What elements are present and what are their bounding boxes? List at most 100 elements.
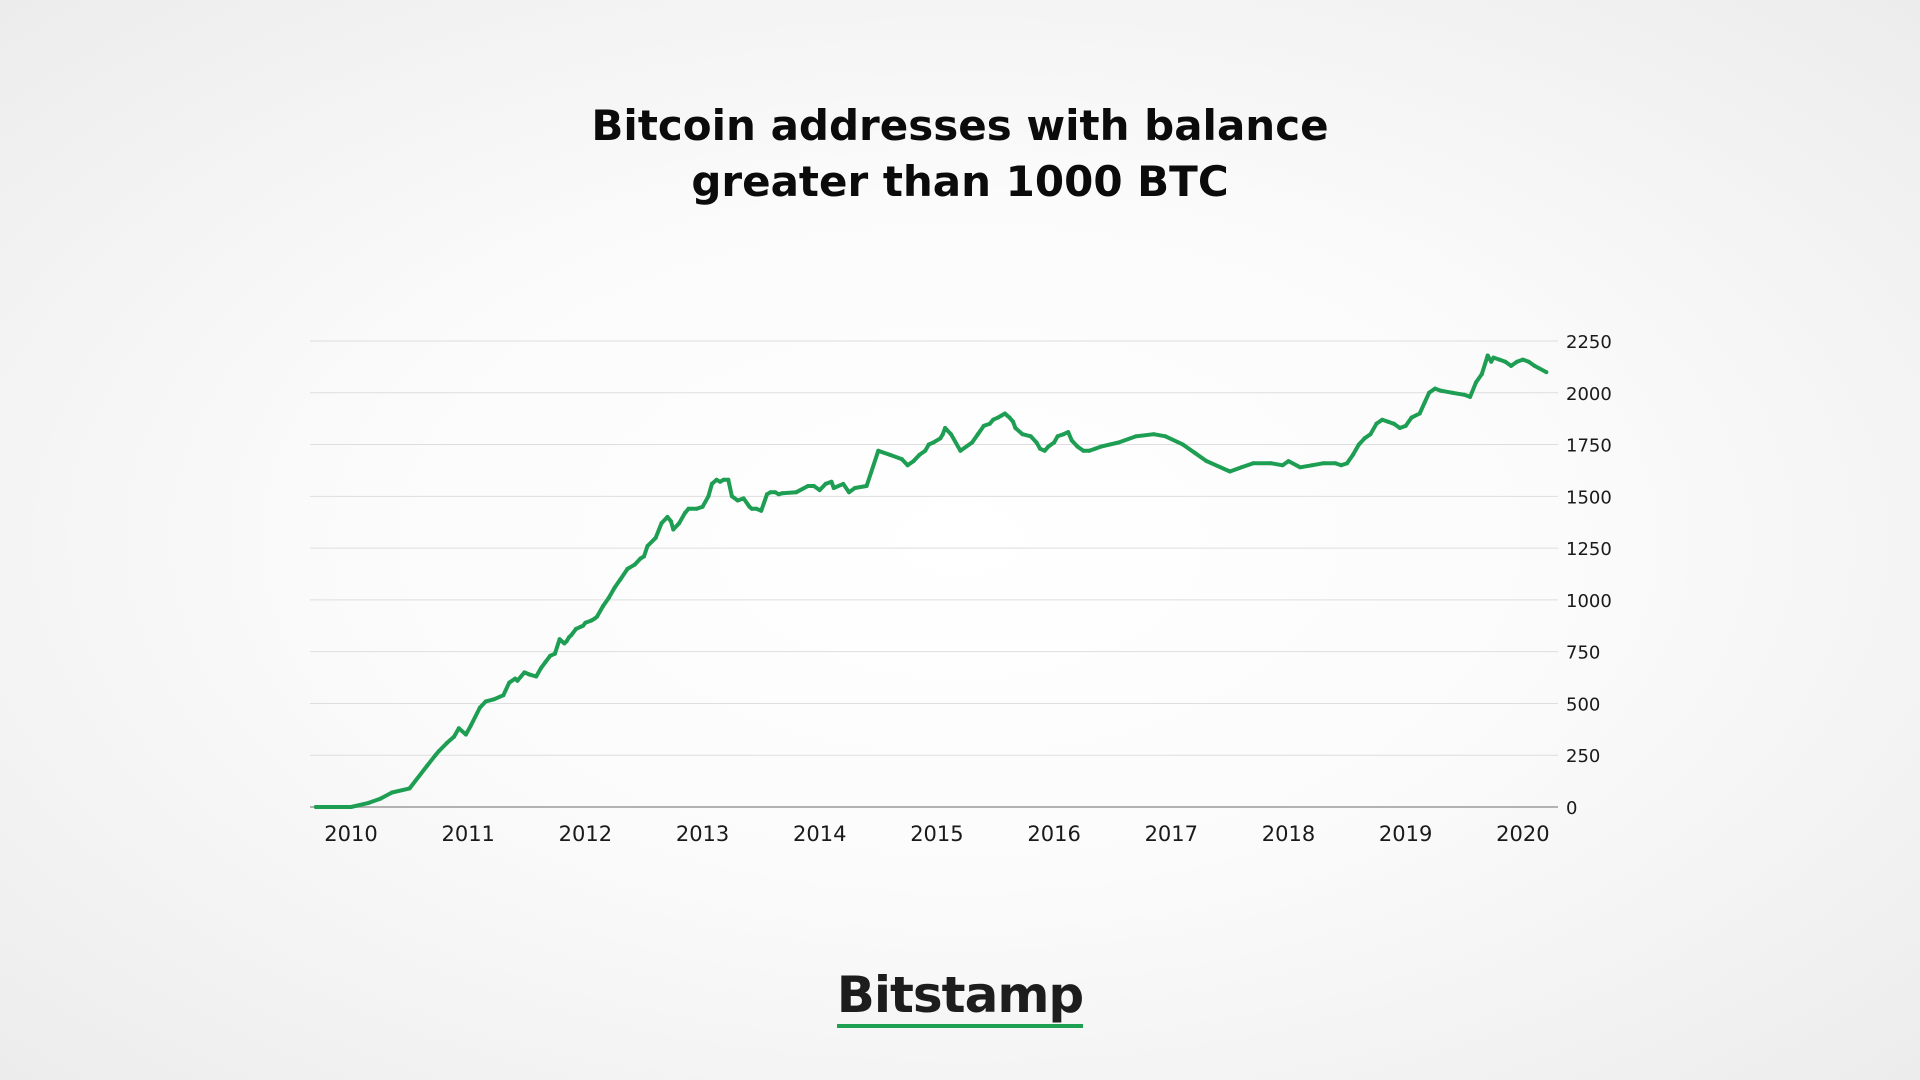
- data-point: [1532, 363, 1537, 368]
- data-point: [709, 481, 714, 486]
- logo-wordmark: Bitstamp: [836, 968, 1084, 1028]
- data-point: [999, 413, 1004, 418]
- bitstamp-logo: Bitstamp: [0, 968, 1920, 1028]
- data-point: [378, 796, 383, 801]
- data-points: [313, 353, 1549, 809]
- data-point: [477, 705, 482, 710]
- y-tick-label: 2000: [1566, 384, 1612, 405]
- data-point: [1116, 440, 1121, 445]
- data-point: [754, 506, 759, 511]
- data-point: [1462, 392, 1467, 397]
- data-point: [645, 544, 650, 548]
- data-point: [1286, 459, 1291, 464]
- data-point: [1433, 386, 1437, 391]
- data-point: [1362, 436, 1367, 441]
- data-point: [773, 490, 778, 495]
- data-point: [949, 432, 953, 437]
- data-point: [668, 519, 673, 524]
- data-point: [1069, 438, 1074, 443]
- data-point: [1397, 426, 1402, 430]
- data-point: [1309, 463, 1314, 468]
- data-point: [1181, 442, 1185, 447]
- data-point: [659, 521, 664, 526]
- data-point: [366, 800, 371, 805]
- data-point: [981, 423, 986, 428]
- data-point: [938, 436, 943, 441]
- y-tick-label: 1000: [1566, 591, 1612, 612]
- data-point: [1192, 450, 1197, 455]
- data-point: [1509, 363, 1514, 368]
- data-point: [1503, 359, 1508, 364]
- data-point: [729, 494, 734, 499]
- data-point: [831, 486, 836, 490]
- data-point: [911, 459, 916, 464]
- data-point: [899, 457, 904, 462]
- data-point: [463, 732, 468, 737]
- x-axis-tick-labels: 2010 2011 2012 2013 2014 2015 2016 2017 2018 2019…: [324, 822, 1549, 846]
- data-point: [1028, 434, 1033, 439]
- data-point: [433, 753, 438, 758]
- data-point: [905, 463, 910, 468]
- data-point: [1099, 444, 1103, 449]
- data-point: [522, 670, 527, 675]
- data-point: [1474, 380, 1478, 385]
- data-point: [1544, 370, 1549, 375]
- data-point: [1239, 465, 1244, 470]
- data-point: [718, 479, 723, 484]
- data-point: [407, 786, 412, 791]
- x-tick-label: 2015: [910, 822, 963, 846]
- data-point: [642, 554, 646, 559]
- data-point: [768, 490, 773, 495]
- data-point: [543, 660, 548, 664]
- data-point: [794, 490, 799, 495]
- x-tick-label: 2014: [793, 822, 846, 846]
- x-tick-label: 2010: [324, 822, 377, 846]
- grid-lines: [310, 340, 1558, 756]
- data-point: [1061, 432, 1066, 437]
- data-point: [759, 508, 764, 513]
- data-point: [1438, 388, 1443, 393]
- data-point: [940, 432, 945, 437]
- data-point: [527, 672, 532, 677]
- data-point: [515, 678, 520, 683]
- data-point: [975, 432, 980, 437]
- data-point: [589, 618, 594, 623]
- data-point: [1374, 421, 1379, 426]
- data-point: [1368, 432, 1373, 437]
- data-point: [1450, 390, 1455, 395]
- chart-title-line-1: Bitcoin addresses with balance: [591, 101, 1329, 150]
- data-point: [1227, 469, 1232, 474]
- data-point: [1409, 415, 1414, 420]
- data-point: [700, 504, 705, 509]
- data-point: [841, 481, 846, 486]
- data-point: [931, 440, 936, 445]
- data-point: [1042, 448, 1047, 453]
- data-point: [943, 426, 948, 430]
- y-tick-label: 1250: [1566, 539, 1612, 560]
- data-point: [1417, 411, 1422, 416]
- data-point: [1380, 417, 1385, 422]
- data-point: [995, 415, 1000, 420]
- data-point: [987, 421, 992, 426]
- data-point: [694, 506, 699, 511]
- data-point: [1038, 446, 1043, 451]
- x-tick-label: 2013: [676, 822, 729, 846]
- data-point: [864, 484, 869, 488]
- data-point: [665, 515, 670, 519]
- data-point: [456, 726, 461, 731]
- logo-underline: [836, 1024, 1084, 1028]
- data-point: [653, 535, 658, 540]
- y-tick-label: 2250: [1566, 332, 1612, 353]
- data-point: [390, 790, 394, 795]
- data-point: [548, 653, 553, 658]
- data-point: [534, 674, 539, 679]
- y-tick-label: 1500: [1566, 487, 1612, 508]
- data-point: [1007, 415, 1012, 420]
- data-point: [1350, 452, 1355, 457]
- data-point: [1268, 461, 1273, 466]
- y-tick-label: 0: [1566, 798, 1577, 819]
- data-point: [564, 639, 569, 644]
- data-point: [765, 492, 769, 497]
- data-point: [1403, 423, 1408, 428]
